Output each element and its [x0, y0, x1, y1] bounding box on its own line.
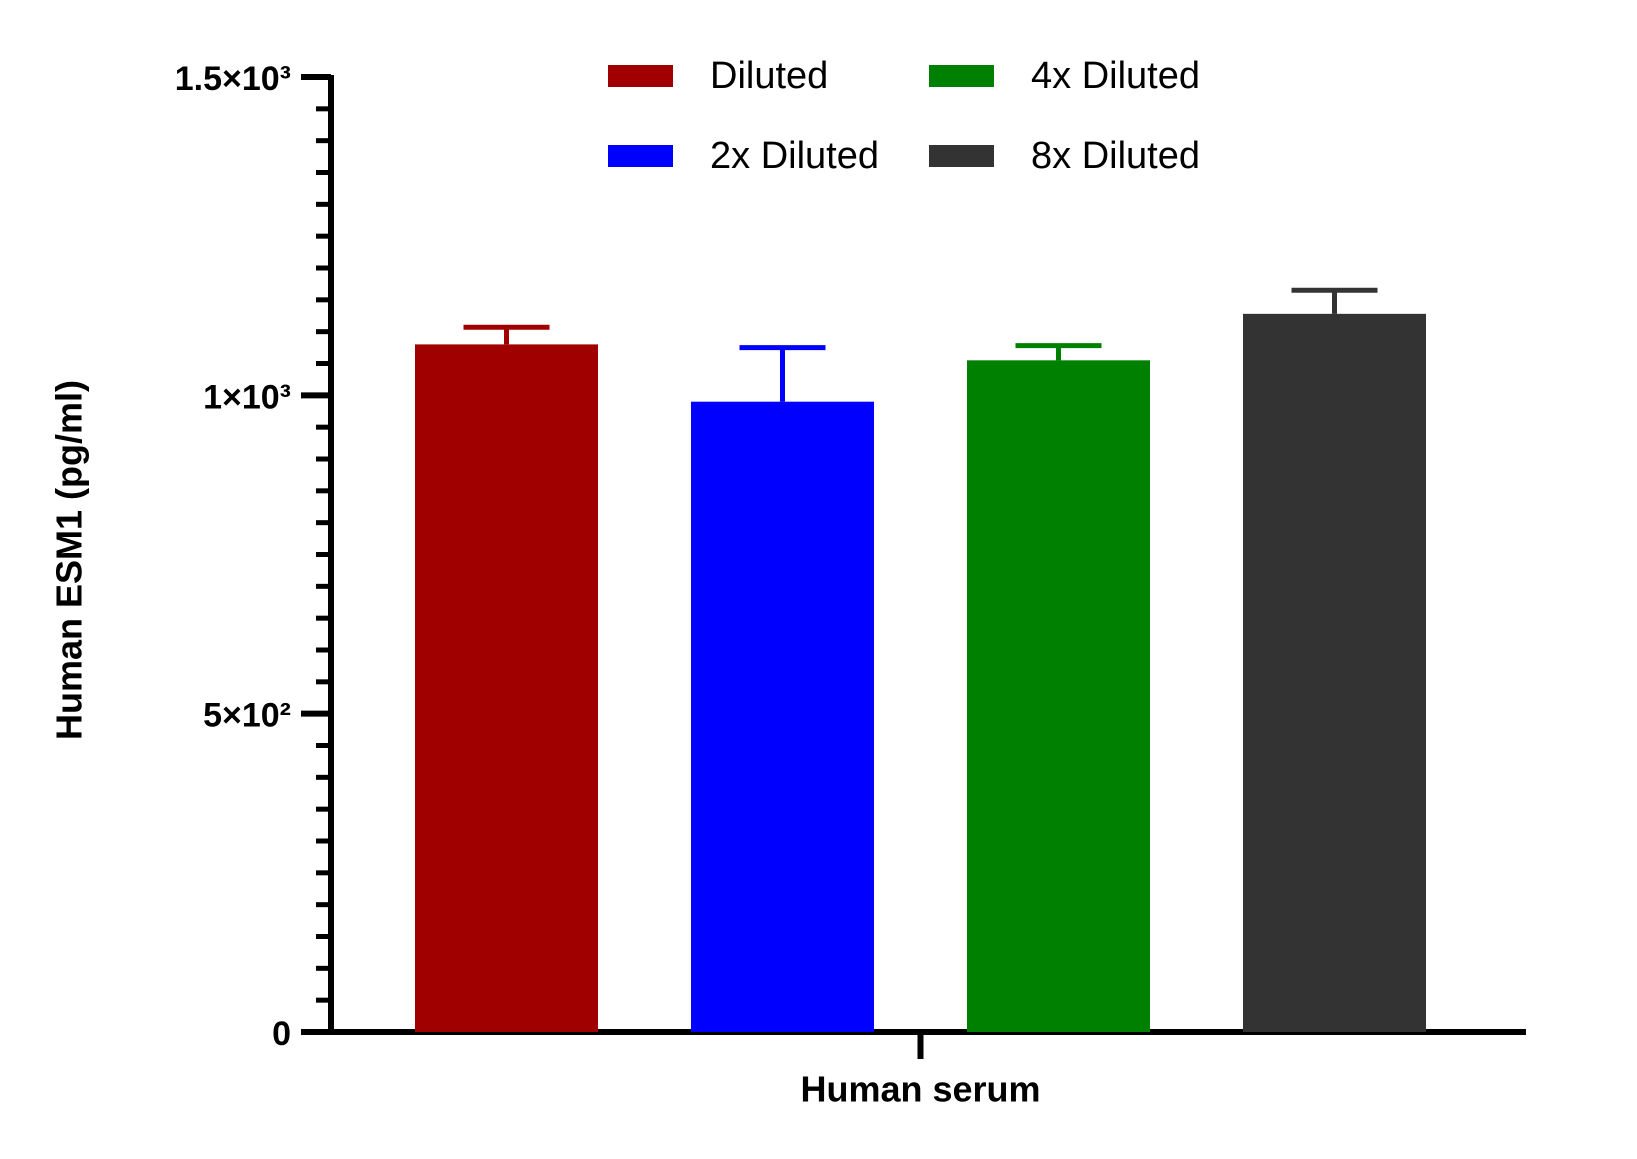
x-tick-label: Human serum [800, 1069, 1040, 1110]
bar [967, 360, 1150, 1033]
legend-swatch [608, 145, 673, 167]
y-tick-label: 1.5×10³ [175, 60, 291, 98]
error-bar [1291, 287, 1378, 314]
legend-label: 2x Diluted [710, 135, 879, 177]
y-tick-label: 5×10² [203, 697, 291, 735]
error-bar [1015, 343, 1102, 361]
legend-label: 4x Diluted [1031, 55, 1200, 97]
error-bar [463, 324, 550, 345]
y-axis-label: Human ESM1 (pg/ml) [49, 380, 90, 740]
bar [691, 401, 874, 1032]
y-tick-label: 0 [272, 1015, 291, 1053]
legend-swatch [929, 145, 994, 167]
legend-label: 8x Diluted [1031, 135, 1200, 177]
y-tick-label: 1×10³ [203, 378, 291, 416]
error-bar [739, 345, 826, 402]
legend-label: Diluted [710, 55, 828, 97]
legend-swatch [608, 65, 673, 87]
legend-swatch [929, 65, 994, 87]
bar [1243, 313, 1426, 1033]
bar [415, 344, 598, 1032]
